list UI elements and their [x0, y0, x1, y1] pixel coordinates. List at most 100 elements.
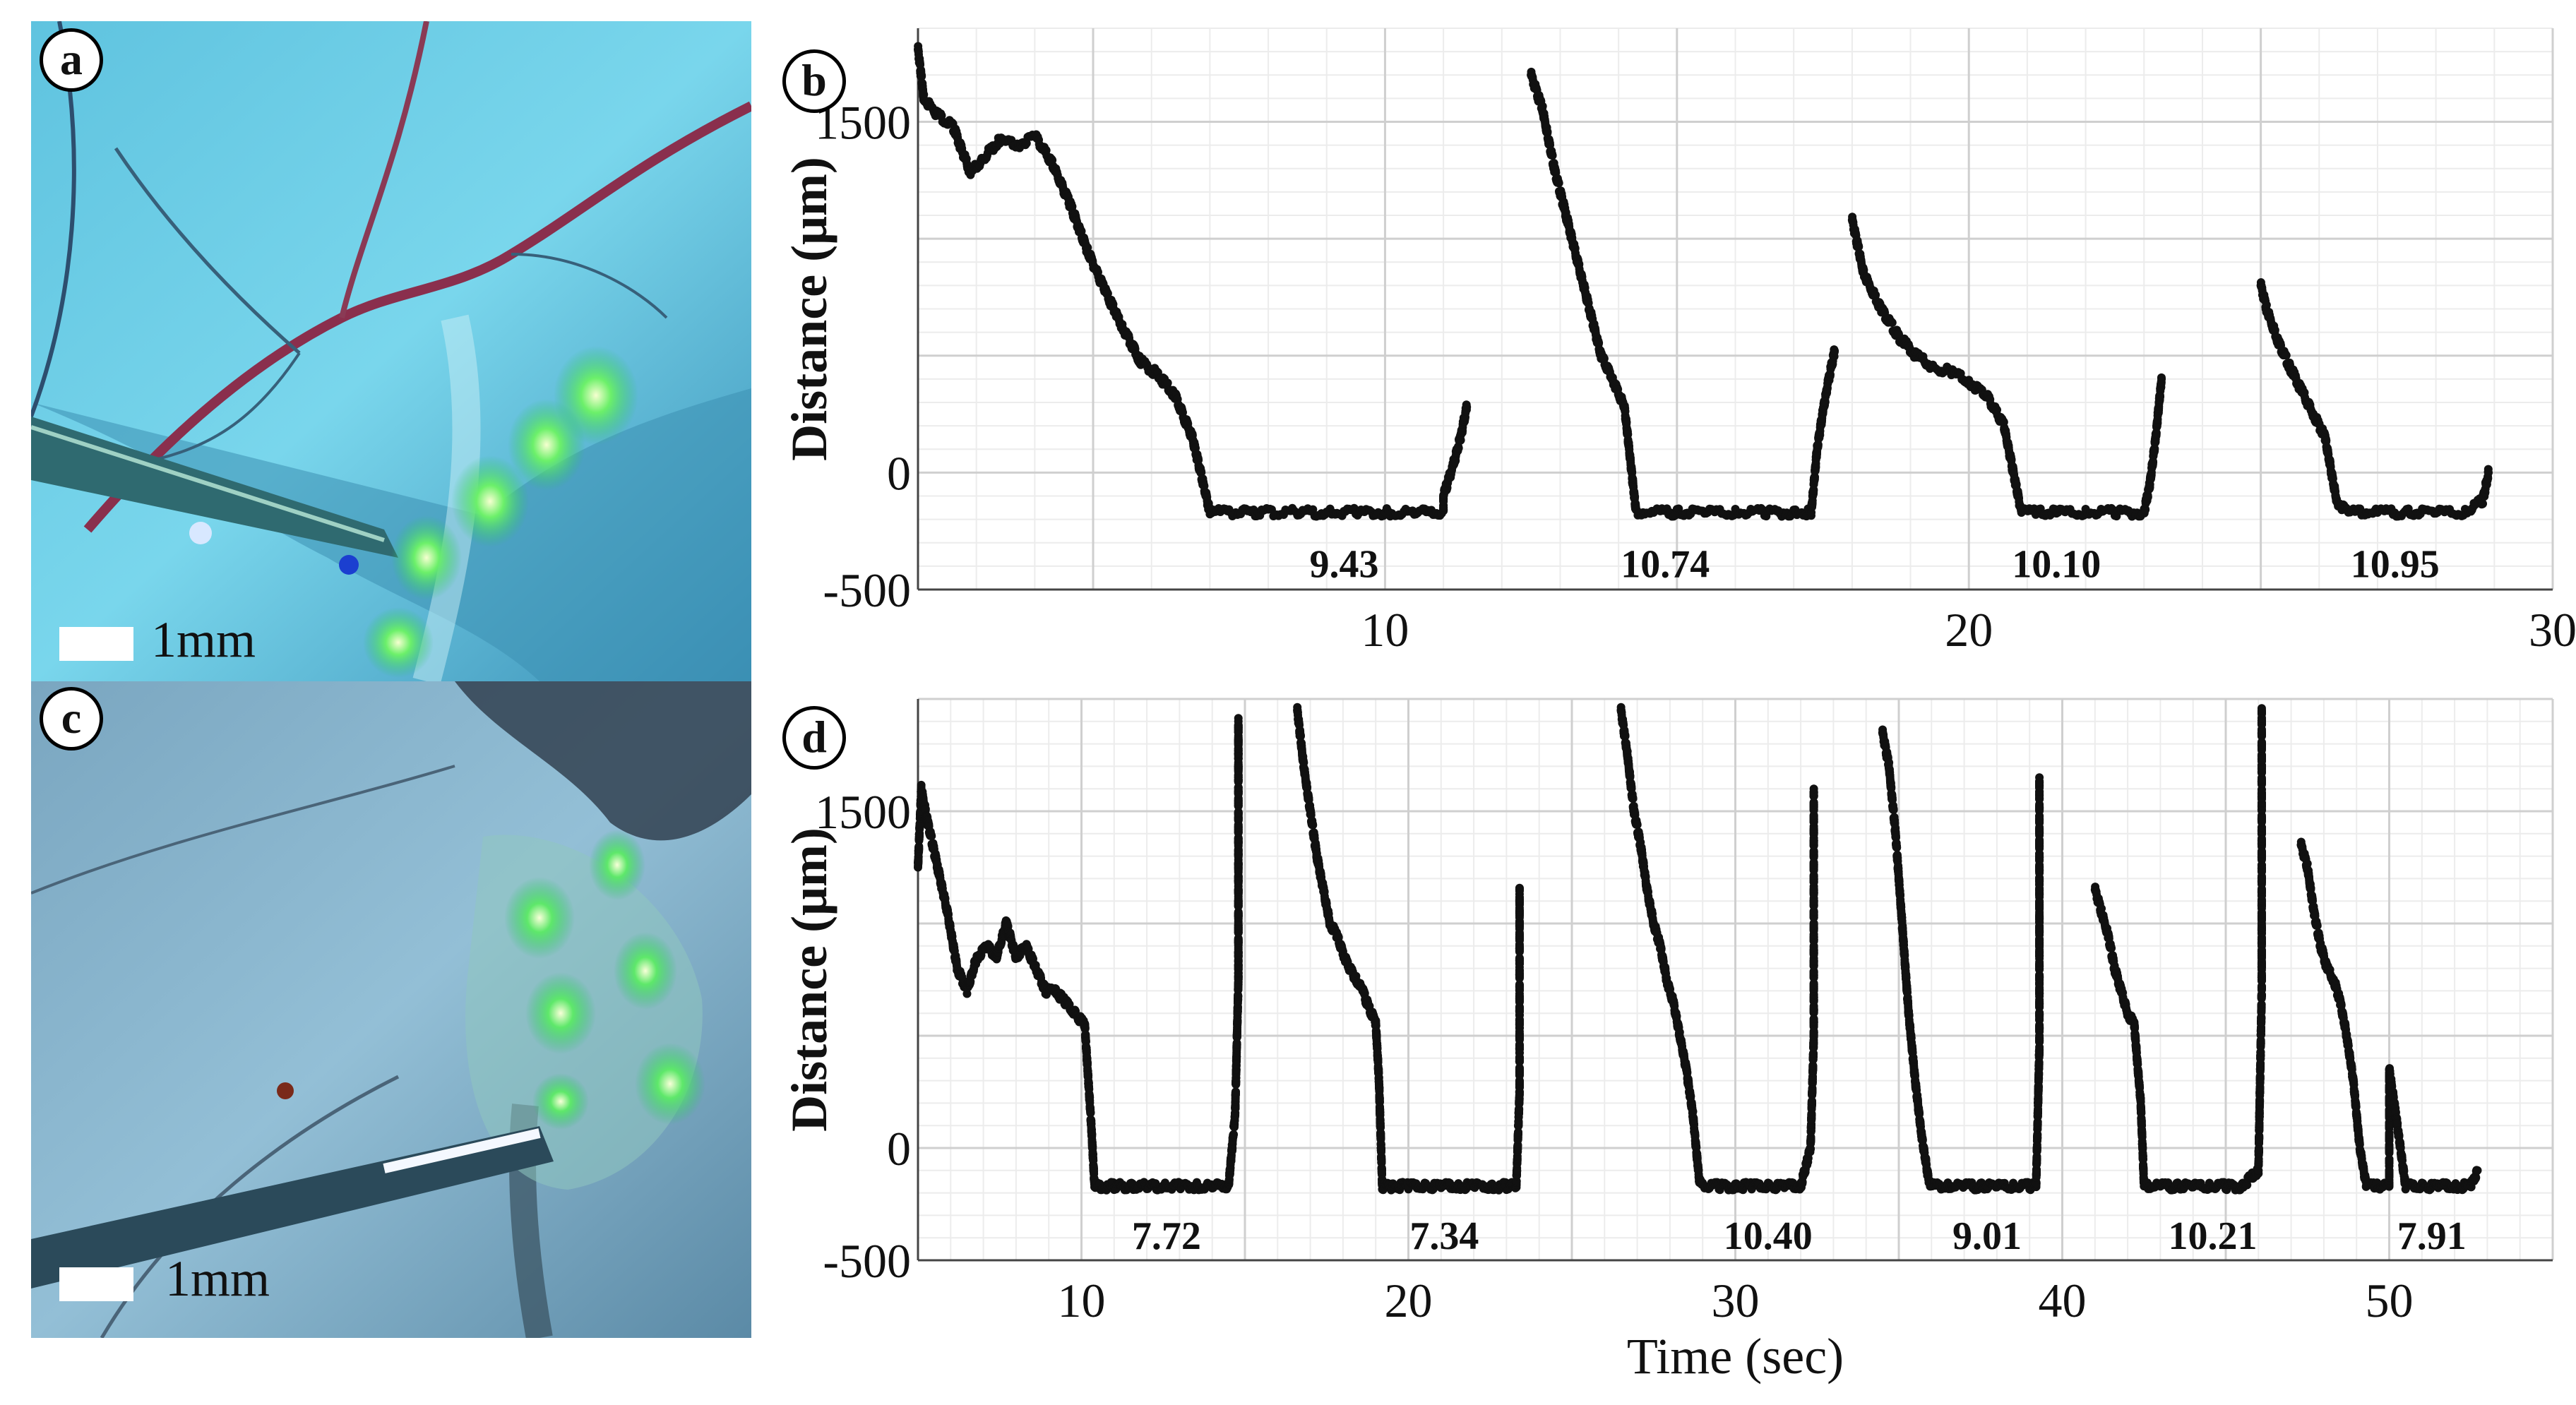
x-tick-label: 40: [2039, 1274, 2087, 1327]
data-point: [1599, 354, 1609, 363]
data-point: [2479, 499, 2488, 508]
x-tick-label: 20: [1385, 1274, 1433, 1327]
data-point: [1083, 243, 1092, 252]
fluorescent-spot: [532, 1073, 589, 1130]
fluorescent-spot: [614, 932, 677, 1010]
data-point: [1809, 486, 1818, 495]
data-point: [1830, 347, 1839, 356]
data-point: [1554, 179, 1563, 188]
data-series-1: [914, 42, 1472, 521]
scale-bar: [59, 627, 133, 661]
duration-label: 10.74: [1621, 542, 1710, 586]
panel-label-c-text: c: [61, 693, 82, 743]
data-point: [1296, 731, 1305, 741]
scale-label-a: 1mm: [151, 611, 256, 668]
fluorescent-spot: [451, 455, 529, 547]
data-point: [1854, 242, 1864, 251]
data-point: [2012, 480, 2021, 489]
grid: [917, 698, 2554, 1262]
fluorescent-spot: [589, 830, 645, 900]
needle-reflection: [189, 522, 212, 544]
data-point: [919, 90, 929, 99]
data-point: [1594, 338, 1604, 347]
data-point: [1888, 318, 1897, 327]
needle-highlight: [31, 425, 385, 542]
data-point: [1234, 717, 1243, 726]
data-point: [1234, 909, 1243, 918]
data-point: [1859, 265, 1868, 275]
x-tick-label: 10: [1058, 1274, 1106, 1327]
data-point: [1231, 1087, 1240, 1096]
data-point: [1086, 1108, 1095, 1117]
y-tick-label: -500: [823, 563, 911, 617]
blood-vessel-branch: [339, 21, 429, 318]
fluorescent-spot: [508, 399, 585, 491]
grid: [917, 28, 2554, 591]
duration-label: 10.95: [2351, 542, 2440, 586]
y-axis-label: Distance (μm): [781, 157, 837, 461]
panel-c-photo: 1mm c: [31, 681, 751, 1338]
data-series-4: [2256, 278, 2493, 521]
data-point: [2157, 374, 2166, 383]
data-point: [1543, 127, 1552, 136]
panel-a-photo: 1mm a: [31, 21, 751, 681]
data-point: [917, 780, 926, 789]
data-point: [1234, 834, 1243, 843]
blood-vessel-small: [31, 765, 455, 895]
data-point: [977, 950, 986, 959]
data-point: [2270, 325, 2279, 335]
fluorescent-spot: [635, 1043, 705, 1125]
data-point: [2141, 505, 2150, 514]
y-axis-label: Distance (μm): [781, 827, 837, 1132]
data-point: [1163, 378, 1172, 388]
data-point: [2322, 436, 2331, 446]
y-tick-label: 1500: [815, 785, 911, 839]
needle-tip: [339, 555, 359, 575]
data-point: [921, 804, 930, 813]
x-axis-label: Time (sec): [1627, 1328, 1844, 1385]
data-point: [2262, 301, 2271, 310]
y-tick-label: -500: [823, 1234, 911, 1288]
data-point: [1234, 935, 1243, 945]
data-point: [1022, 139, 1031, 148]
blood-vessel-small: [114, 147, 301, 354]
data-point: [2282, 351, 2291, 360]
blood-vessel: [83, 101, 751, 533]
blood-vessel-small: [157, 352, 301, 460]
y-tick-label: 0: [887, 446, 911, 500]
data-point: [1080, 1024, 1090, 1033]
needle-probe: [31, 1126, 554, 1289]
fluorescent-spot: [391, 515, 462, 600]
data-point: [1232, 1040, 1241, 1049]
data-point: [1229, 1130, 1238, 1139]
data-point: [2484, 468, 2493, 477]
data-point: [2149, 458, 2158, 467]
chart-d: -500 0 1500 10 20 30 40 50 Distance (μm) Time (se…: [749, 678, 2576, 1405]
fluorescent-spot: [504, 877, 575, 959]
data-point: [1234, 991, 1243, 1000]
data-point: [1303, 782, 1312, 791]
data-point: [962, 989, 972, 998]
data-point: [2143, 493, 2152, 502]
panel-label-b-text: b: [801, 55, 827, 105]
data-point: [914, 842, 924, 851]
panel-a-image: [31, 21, 751, 681]
panel-c-image: [31, 681, 751, 1338]
needle-highlight: [383, 1128, 541, 1173]
panel-label-b: b: [782, 49, 846, 113]
x-tick-label: 50: [2366, 1274, 2414, 1327]
blood-vessel-small: [511, 253, 668, 319]
data-point: [917, 71, 926, 80]
data-point: [1197, 468, 1206, 477]
fluorescent-spot: [363, 607, 434, 678]
duration-label: 10.10: [2012, 542, 2101, 586]
data-point: [1630, 492, 1640, 501]
tissue-spot: [277, 1082, 294, 1099]
data-point: [1454, 443, 1463, 453]
dark-tissue-region: [455, 681, 751, 841]
data-series-1: [914, 714, 1243, 1195]
data-point: [1871, 290, 1880, 299]
blood-vessel-small: [100, 1075, 400, 1338]
